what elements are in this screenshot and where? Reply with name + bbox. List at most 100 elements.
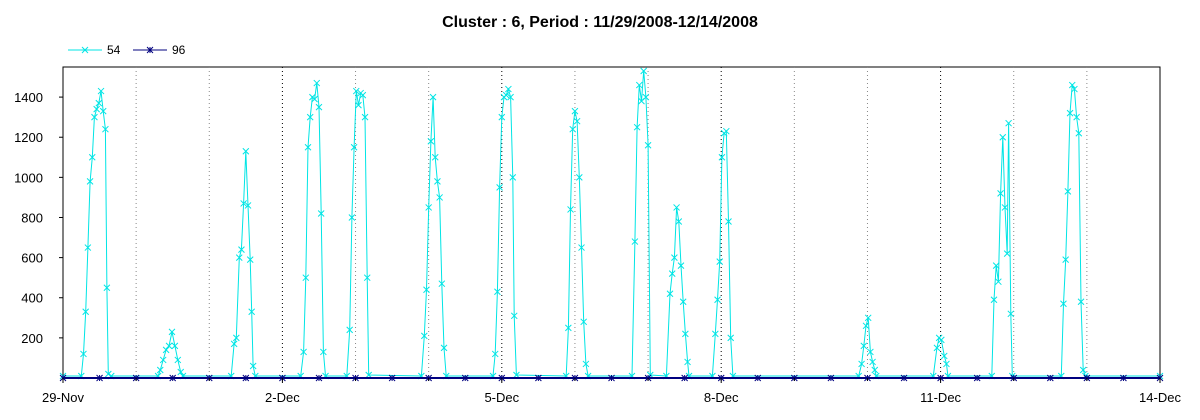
- marker-stroke: [644, 141, 652, 149]
- y-tick-label: 1400: [14, 90, 43, 105]
- data-point-54: [104, 370, 112, 378]
- data-point-54: [315, 103, 323, 111]
- data-point-96: [1120, 374, 1127, 382]
- marker-stroke: [103, 284, 111, 292]
- data-point-54: [317, 210, 325, 217]
- data-point-96: [388, 374, 396, 382]
- marker-stroke: [668, 270, 676, 278]
- data-point-54: [240, 200, 247, 207]
- data-point-54: [300, 348, 307, 356]
- marker-stroke: [177, 368, 185, 376]
- marker-stroke: [91, 113, 98, 121]
- series-54: [59, 67, 1164, 380]
- data-point-54: [725, 218, 732, 225]
- marker-stroke: [711, 330, 719, 338]
- marker-stroke: [300, 348, 307, 356]
- data-point-54: [425, 204, 433, 211]
- marker-stroke: [162, 346, 170, 354]
- data-point-54: [431, 153, 439, 161]
- data-point-54: [1001, 204, 1009, 211]
- marker-stroke: [363, 274, 371, 282]
- marker-stroke: [355, 101, 362, 109]
- marker-stroke: [82, 308, 90, 316]
- chart-title: Cluster : 6, Period : 11/29/2008-12/14/2…: [442, 14, 758, 31]
- marker-stroke: [502, 91, 510, 99]
- marker-stroke: [93, 105, 100, 113]
- data-point-54: [420, 332, 428, 340]
- legend-item-96: 96: [133, 43, 186, 57]
- marker-stroke: [248, 308, 256, 316]
- marker-stroke: [569, 125, 577, 133]
- y-tick-label: 200: [21, 331, 43, 346]
- data-point-54: [1066, 109, 1074, 117]
- x-tick-label: 2-Dec: [265, 390, 300, 405]
- data-point-54: [714, 296, 721, 304]
- data-point-54: [238, 246, 245, 253]
- marker-stroke: [440, 344, 448, 352]
- marker-stroke: [498, 113, 506, 121]
- marker-stroke: [240, 200, 247, 207]
- marker-stroke: [423, 286, 430, 294]
- data-point-54: [1062, 256, 1070, 263]
- marker-stroke: [302, 274, 310, 282]
- x-tick-label: 14-Dec: [1139, 390, 1181, 405]
- marker-stroke: [99, 107, 107, 115]
- data-point-54: [578, 244, 585, 251]
- data-point-54: [168, 328, 176, 336]
- data-point-54: [346, 326, 354, 334]
- data-point-54: [940, 352, 948, 360]
- data-point-54: [1073, 113, 1080, 121]
- data-point-54: [434, 178, 441, 185]
- marker-stroke: [97, 87, 105, 95]
- data-point-96: [96, 374, 103, 382]
- data-point-96: [827, 374, 835, 382]
- data-point-54: [427, 137, 435, 145]
- data-point-54: [677, 262, 685, 269]
- marker-stroke: [684, 358, 691, 366]
- marker-stroke: [509, 174, 517, 181]
- data-point-54: [320, 348, 327, 356]
- data-point-54: [871, 366, 879, 374]
- data-point-54: [84, 244, 92, 251]
- marker-stroke: [420, 332, 428, 340]
- data-point-54: [232, 334, 240, 342]
- marker-stroke: [88, 153, 96, 161]
- data-point-54: [350, 143, 358, 151]
- data-point-96: [754, 374, 762, 382]
- data-point-54: [1075, 129, 1083, 137]
- data-point-54: [1005, 119, 1012, 127]
- marker-stroke: [716, 258, 724, 265]
- marker-stroke: [1077, 298, 1085, 306]
- data-point-54: [679, 298, 687, 306]
- marker-stroke: [496, 184, 503, 191]
- data-point-54: [635, 81, 643, 89]
- data-point-54: [244, 202, 252, 209]
- marker-stroke: [1062, 256, 1070, 263]
- data-point-54: [423, 286, 430, 294]
- y-tick-label: 1000: [14, 170, 43, 185]
- data-point-54: [361, 113, 369, 121]
- data-point-54: [716, 258, 724, 265]
- data-point-54: [675, 218, 683, 225]
- marker-stroke: [156, 366, 164, 374]
- marker-stroke: [640, 67, 648, 75]
- marker-stroke: [867, 348, 874, 356]
- data-point-96: [681, 374, 688, 382]
- data-point-54: [306, 113, 314, 121]
- data-point-54: [496, 184, 503, 191]
- data-point-54: [304, 143, 312, 151]
- data-point-54: [943, 360, 950, 368]
- data-point-96: [900, 374, 908, 382]
- data-point-54: [862, 322, 870, 330]
- data-point-54: [633, 123, 641, 131]
- data-point-54: [1060, 300, 1067, 308]
- data-point-54: [162, 346, 170, 354]
- data-point-54: [97, 87, 105, 95]
- marker-stroke: [102, 125, 109, 133]
- marker-stroke: [95, 99, 103, 107]
- data-point-54: [860, 342, 868, 350]
- marker-stroke: [304, 143, 312, 151]
- data-point-54: [580, 318, 588, 326]
- data-point-54: [1077, 298, 1085, 306]
- data-point-96: [461, 374, 469, 382]
